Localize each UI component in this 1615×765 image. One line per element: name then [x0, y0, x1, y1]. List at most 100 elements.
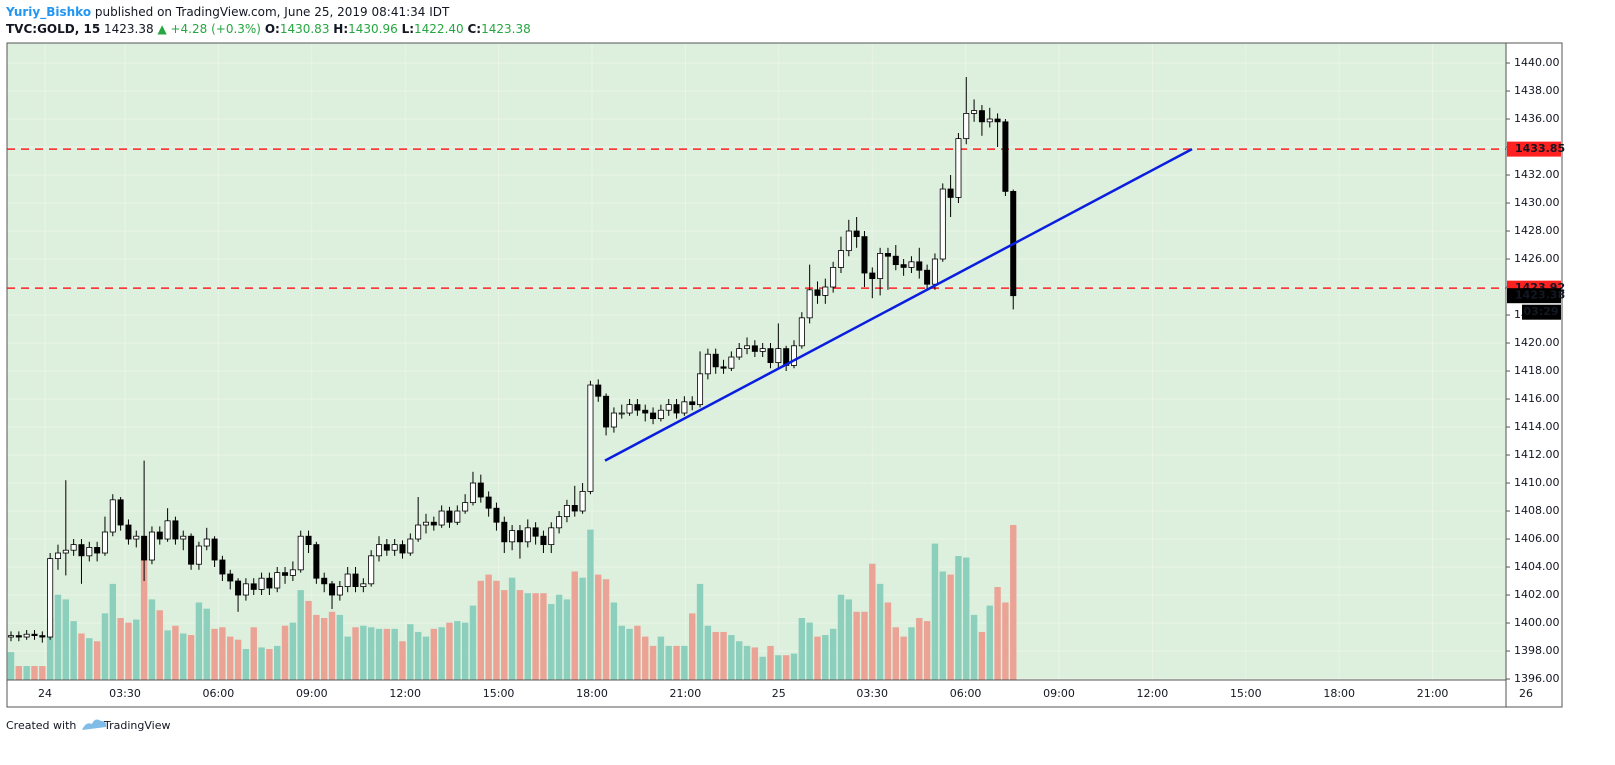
- volume-bar: [853, 611, 860, 680]
- volume-bar: [227, 636, 234, 680]
- candle-body: [219, 559, 226, 575]
- y-tick-label: 1420.00: [1514, 336, 1560, 349]
- y-tick-label: 1412.00: [1514, 448, 1560, 461]
- footer-brand: TradingView: [103, 719, 170, 732]
- volume-bar: [289, 622, 297, 680]
- candle-body: [376, 544, 383, 557]
- candle-body: [657, 409, 664, 420]
- l-label: L:: [402, 22, 414, 36]
- volume-bar: [321, 618, 328, 680]
- candle-body: [211, 538, 218, 561]
- volume-bar: [493, 580, 500, 680]
- candle-body: [469, 482, 476, 504]
- candle-body: [618, 412, 625, 415]
- volume-bar: [900, 636, 907, 680]
- author: Yuriy_Bishko: [5, 5, 91, 20]
- h-value: 1430.96: [348, 22, 398, 36]
- volume-bar: [829, 628, 837, 680]
- timer-badge: [1522, 304, 1561, 320]
- candle-body: [634, 404, 641, 411]
- candle-body: [673, 404, 680, 414]
- volume-bar: [140, 540, 148, 680]
- volume-bar: [696, 583, 704, 680]
- candle-body: [650, 412, 657, 420]
- candle-body: [462, 502, 469, 512]
- y-tick-label: 1436.00: [1514, 112, 1560, 125]
- candle-body: [978, 110, 985, 123]
- candle-body: [399, 544, 406, 554]
- candle-body: [188, 535, 195, 565]
- x-tick-label: 03:30: [856, 687, 888, 700]
- volume-bar: [266, 649, 273, 680]
- candle-body: [282, 572, 289, 576]
- candle-body: [250, 583, 257, 590]
- candle-body: [900, 264, 907, 268]
- y-tick-label: 1426.00: [1514, 252, 1560, 265]
- volume-bar: [172, 625, 179, 680]
- candle-body: [516, 530, 523, 543]
- volume-bar: [305, 600, 312, 680]
- volume-bar: [555, 594, 563, 680]
- candle-body: [955, 138, 962, 198]
- candle-body: [908, 261, 915, 268]
- candle-body: [164, 520, 171, 540]
- volume-bar: [548, 604, 555, 680]
- x-tick-label: 18:00: [1323, 687, 1355, 700]
- volume-bar: [759, 656, 766, 680]
- candle-body: [430, 521, 437, 526]
- l-value: 1422.40: [414, 22, 464, 36]
- y-tick-label: 1396.00: [1514, 672, 1560, 685]
- candle-body: [235, 580, 242, 596]
- volume-bar: [963, 557, 970, 680]
- volume-bar: [563, 599, 571, 680]
- x-tick-label: 12:00: [1137, 687, 1169, 700]
- volume-bar: [313, 614, 320, 680]
- volume-bar: [438, 627, 445, 680]
- volume-bar: [117, 618, 124, 680]
- volume-bar: [501, 590, 508, 680]
- candle-body: [454, 510, 461, 523]
- o-value: 1430.83: [280, 22, 330, 36]
- volume-bar: [23, 666, 30, 680]
- volume-bar: [516, 590, 524, 680]
- volume-bar: [336, 614, 344, 680]
- candle-body: [383, 544, 390, 551]
- candle-body: [7, 635, 14, 638]
- volume-bar: [728, 635, 735, 680]
- volume-bar: [219, 627, 226, 680]
- x-tick-label: 18:00: [576, 687, 608, 700]
- volume-bar: [86, 638, 93, 680]
- volume-bar: [673, 645, 680, 680]
- candle-body: [642, 409, 649, 414]
- volume-bar: [187, 635, 195, 680]
- volume-bar: [735, 641, 743, 680]
- volume-bar: [297, 590, 304, 680]
- candle-body: [712, 353, 719, 368]
- volume-bar: [101, 613, 109, 680]
- volume-bar: [274, 645, 281, 680]
- volume-bar: [704, 625, 712, 680]
- volume-bar: [164, 630, 171, 680]
- x-tick-label: 21:00: [1417, 687, 1449, 700]
- candle-body: [736, 348, 743, 358]
- volume-bar: [7, 652, 15, 680]
- candle-body: [697, 373, 704, 406]
- candle-body: [994, 118, 1001, 123]
- y-tick-label: 1398.00: [1514, 644, 1560, 657]
- volume-bar: [970, 614, 978, 680]
- candle-body: [23, 633, 30, 638]
- y-tick-label: 1402.00: [1514, 588, 1560, 601]
- volume-bar: [15, 666, 23, 680]
- candle-body: [242, 583, 249, 596]
- volume-bar: [383, 628, 391, 680]
- candle-body: [172, 520, 179, 540]
- volume-bar: [790, 653, 798, 680]
- volume-bar: [908, 627, 915, 680]
- x-tick-label: 09:00: [296, 687, 328, 700]
- candle-body: [415, 524, 422, 540]
- candle-body: [806, 289, 813, 319]
- candle-body: [751, 345, 758, 352]
- volume-bar: [626, 628, 633, 680]
- volume-bar: [806, 622, 813, 680]
